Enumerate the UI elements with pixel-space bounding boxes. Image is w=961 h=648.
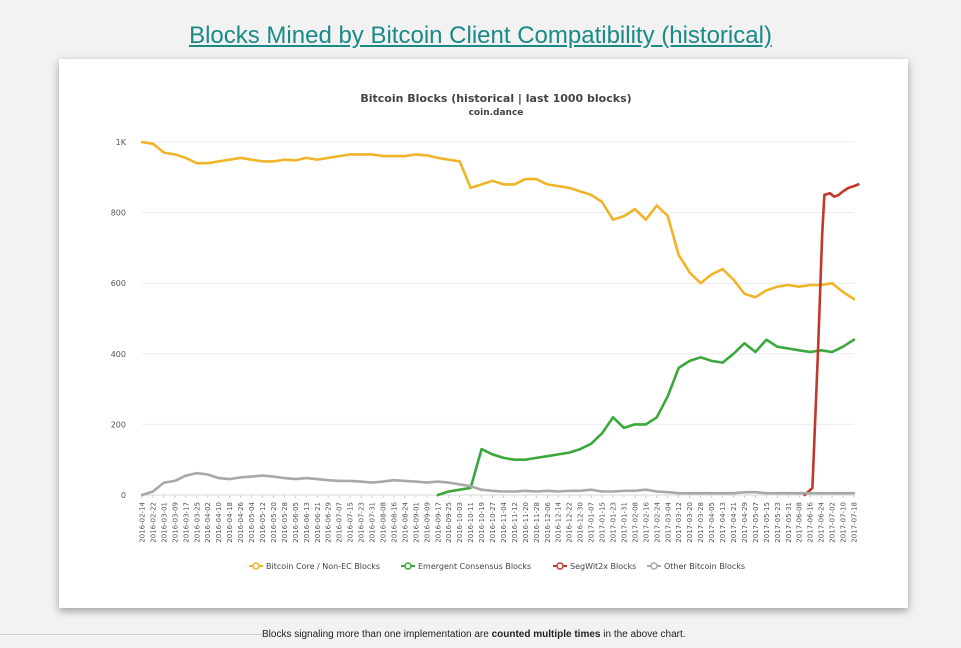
x-tick-label: 2017-06-16 xyxy=(807,501,815,542)
x-tick-label: 2016-07-07 xyxy=(336,502,344,543)
x-tick-label: 2017-07-10 xyxy=(840,502,848,543)
x-tick-label: 2017-03-12 xyxy=(675,502,683,543)
series-line-4[interactable] xyxy=(140,471,856,497)
page-title[interactable]: Blocks Mined by Bitcoin Client Compatibi… xyxy=(189,22,772,49)
x-tick-label: 2017-02-08 xyxy=(631,502,639,543)
x-tick-label: 2016-10-27 xyxy=(489,502,497,543)
x-tick-label: 2017-02-24 xyxy=(653,501,661,542)
x-tick-label: 2016-11-04 xyxy=(500,501,508,542)
x-tick-label: 2017-05-15 xyxy=(763,502,771,543)
x-tick-label: 2016-02-22 xyxy=(149,502,157,543)
x-tick-label: 2017-05-31 xyxy=(785,502,793,543)
chart-title: Bitcoin Blocks (historical | last 1000 b… xyxy=(360,92,631,105)
y-tick-label: 400 xyxy=(111,350,126,359)
x-tick-label: 2017-01-07 xyxy=(588,502,596,543)
x-tick-label: 2016-05-28 xyxy=(281,502,289,543)
x-tick-label: 2017-03-04 xyxy=(664,501,672,542)
legend-marker xyxy=(252,562,260,570)
legend-marker xyxy=(556,562,564,570)
x-tick-label: 2016-03-25 xyxy=(193,502,201,543)
legend-marker xyxy=(404,562,412,570)
legend-item[interactable]: Other Bitcoin Blocks xyxy=(647,562,745,571)
x-tick-label: 2017-03-28 xyxy=(697,502,705,543)
series-line-2[interactable] xyxy=(436,338,856,497)
x-tick-label: 2016-09-09 xyxy=(423,502,431,543)
y-tick-label: 0 xyxy=(121,491,126,500)
x-tick-label: 2016-04-02 xyxy=(204,502,212,543)
x-tick-label: 2016-11-20 xyxy=(522,502,530,543)
legend-label: Emergent Consensus Blocks xyxy=(418,562,531,571)
x-tick-label: 2017-07-02 xyxy=(829,502,837,543)
x-tick-label: 2016-05-20 xyxy=(270,502,278,543)
legend-label: SegWit2x Blocks xyxy=(570,562,636,571)
x-tick-label: 2016-08-24 xyxy=(401,501,409,542)
x-tick-label: 2016-11-12 xyxy=(511,502,519,543)
x-tick-label: 2016-05-04 xyxy=(248,501,256,542)
footnote-bold: counted multiple times xyxy=(491,629,601,640)
x-tick-label: 2017-05-23 xyxy=(774,502,782,543)
y-tick-label: 600 xyxy=(111,279,126,288)
x-tick-label: 2016-12-06 xyxy=(544,501,552,542)
y-tick-label: 200 xyxy=(111,420,126,429)
x-tick-label: 2017-04-13 xyxy=(719,502,727,543)
legend-item[interactable]: SegWit2x Blocks xyxy=(553,562,636,571)
x-tick-label: 2016-08-16 xyxy=(390,501,398,542)
legend-item[interactable]: Emergent Consensus Blocks xyxy=(401,562,531,571)
x-tick-label: 2017-07-18 xyxy=(851,502,859,543)
legend-label: Other Bitcoin Blocks xyxy=(664,562,745,571)
x-tick-label: 2016-04-10 xyxy=(215,502,223,543)
x-tick-label: 2016-12-14 xyxy=(555,501,563,542)
divider xyxy=(0,634,262,635)
x-tick-label: 2017-06-24 xyxy=(818,501,826,542)
x-tick-label: 2016-08-08 xyxy=(379,502,387,543)
x-tick-label: 2016-10-11 xyxy=(467,502,475,543)
x-tick-label: 2017-05-07 xyxy=(752,502,760,543)
x-tick-label: 2016-10-19 xyxy=(478,502,486,543)
x-tick-label: 2016-07-31 xyxy=(369,502,377,543)
legend-label: Bitcoin Core / Non-EC Blocks xyxy=(266,562,380,571)
footnote: Blocks signaling more than one implement… xyxy=(262,629,686,640)
x-tick-label: 2016-03-09 xyxy=(171,502,179,543)
x-tick-label: 2016-04-18 xyxy=(226,502,234,543)
x-tick-label: 2016-09-25 xyxy=(445,502,453,543)
footnote-text: Blocks signaling more than one implement… xyxy=(262,629,492,640)
x-tick-label: 2016-05-12 xyxy=(259,502,267,543)
x-tick-label: 2016-07-15 xyxy=(347,502,355,543)
x-tick-label: 2017-01-31 xyxy=(620,502,628,543)
x-tick-label: 2016-09-01 xyxy=(412,502,420,543)
x-tick-label: 2017-04-05 xyxy=(708,502,716,543)
x-tick-label: 2016-11-28 xyxy=(533,502,541,543)
x-tick-label: 2016-03-17 xyxy=(182,502,190,543)
x-tick-label: 2017-06-08 xyxy=(796,502,804,543)
x-tick-label: 2016-03-01 xyxy=(160,502,168,543)
x-tick-label: 2017-04-21 xyxy=(730,502,738,543)
x-tick-label: 2016-10-03 xyxy=(456,502,464,543)
x-tick-label: 2017-03-20 xyxy=(686,502,694,543)
x-tick-label: 2017-01-15 xyxy=(599,502,607,543)
x-tick-label: 2016-04-26 xyxy=(237,501,245,542)
legend-marker xyxy=(650,562,658,570)
chart-subtitle: coin.dance xyxy=(469,108,524,118)
y-tick-label: 800 xyxy=(111,209,126,218)
x-tick-label: 2016-06-29 xyxy=(325,502,333,543)
x-tick-label: 2016-06-13 xyxy=(303,502,311,543)
x-tick-label: 2017-02-16 xyxy=(642,501,650,542)
x-tick-label: 2016-09-17 xyxy=(434,502,442,543)
x-tick-label: 2017-01-23 xyxy=(610,502,618,543)
x-tick-label: 2016-07-23 xyxy=(358,502,366,543)
x-tick-label: 2016-12-30 xyxy=(577,502,585,543)
series-line-3[interactable] xyxy=(803,183,860,497)
x-tick-label: 2016-06-05 xyxy=(292,502,300,543)
line-chart: Bitcoin Blocks (historical | last 1000 b… xyxy=(111,92,860,571)
x-tick-label: 2016-12-22 xyxy=(566,502,574,543)
x-tick-label: 2017-04-29 xyxy=(741,502,749,543)
x-tick-label: 2016-06-21 xyxy=(314,502,322,543)
y-tick-label: 1K xyxy=(116,138,127,147)
chart-card: Bitcoin Blocks (historical | last 1000 b… xyxy=(59,59,908,608)
x-tick-label: 2016-02-14 xyxy=(139,501,147,542)
footnote-text-end: in the above chart. xyxy=(600,629,686,640)
series-line-1[interactable] xyxy=(140,140,856,301)
legend-item[interactable]: Bitcoin Core / Non-EC Blocks xyxy=(249,562,380,571)
